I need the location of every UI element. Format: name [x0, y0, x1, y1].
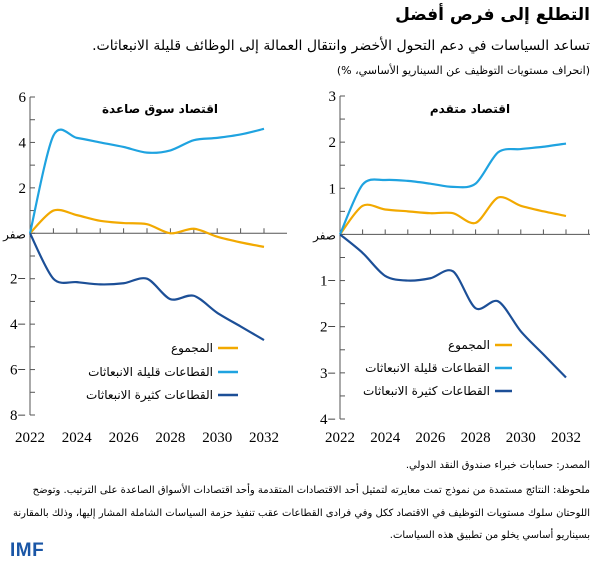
y-tick-label: 4−	[10, 317, 26, 333]
chart-title: التطلع إلى فرص أفضل	[395, 5, 590, 25]
x-tick-label: 2022	[15, 430, 45, 446]
source-note: المصدر: حسابات خبراء صندوق النقد الدولي.	[405, 460, 590, 471]
panel-emerging: 6 4 2 صفر 2− 4− 6− 8− 2022 2024 2026 2028 2030 2032 اق…	[2, 90, 287, 446]
y-tick-label: 6	[19, 90, 27, 106]
panel-title: اقتصاد سوق صاعدة	[102, 102, 218, 117]
panel-advanced: 3 2 1 صفر 1− 2− 3− 4− 2022 2024 2026 2028 2030 2032 اق…	[312, 89, 590, 446]
imf-logo: IMF	[10, 540, 45, 561]
y-tick-label: صفر	[2, 227, 26, 241]
x-tick-label: 2026	[109, 430, 140, 446]
x-tick-label: 2028	[155, 430, 185, 446]
x-tick-label: 2022	[325, 430, 355, 446]
x-tick-label: 2030	[506, 430, 536, 446]
panel-title: اقتصاد متقدم	[430, 102, 510, 117]
x-tick-label: 2026	[415, 430, 446, 446]
y-tick-label: 6−	[10, 363, 26, 379]
y-tick-label: 2−	[320, 320, 336, 336]
legend-label-high: القطاعات كثيرة الانبعاثات	[363, 384, 490, 399]
y-tick-label: 1−	[320, 274, 336, 290]
x-tick-label: 2032	[551, 430, 581, 446]
legend-label-high: القطاعات كثيرة الانبعاثات	[86, 388, 213, 403]
y-tick-label: 3	[329, 89, 337, 105]
legend-label-low: القطاعات قليلة الانبعاثات	[365, 361, 490, 375]
y-tick-label: 2	[329, 135, 337, 151]
legend-label-low: القطاعات قليلة الانبعاثات	[88, 365, 213, 379]
x-tick-label: 2030	[202, 430, 232, 446]
footnote: ملحوظة: النتائج مستمدة من نموذج تمت معاي…	[12, 485, 590, 541]
x-tick-label: 2024	[62, 430, 93, 446]
series-line-total	[339, 195, 567, 236]
y-tick-label: 4−	[320, 412, 336, 428]
y-tick-label: 4	[19, 135, 27, 151]
series-line-low	[28, 127, 265, 234]
x-tick-label: 2032	[249, 430, 279, 446]
series-line-high	[29, 232, 265, 341]
x-tick-label: 2028	[461, 430, 491, 446]
legend-label-total: المجموع	[171, 341, 213, 356]
chart-subtitle: تساعد السياسات في دعم التحول الأخضر وانت…	[92, 38, 590, 54]
y-tick-label: 2	[19, 181, 27, 197]
y-tick-label: 8−	[10, 408, 26, 424]
series-line-low	[338, 142, 567, 235]
units-label: (انحراف مستويات التوظيف عن السيناريو الأ…	[336, 64, 590, 77]
legend-label-total: المجموع	[448, 338, 490, 353]
y-tick-label: 3−	[320, 366, 336, 382]
y-tick-label: 2−	[10, 272, 26, 288]
y-tick-label: صفر	[312, 228, 336, 242]
y-tick-label: 1	[329, 181, 337, 197]
series-line-high	[339, 233, 567, 379]
x-tick-label: 2024	[370, 430, 401, 446]
